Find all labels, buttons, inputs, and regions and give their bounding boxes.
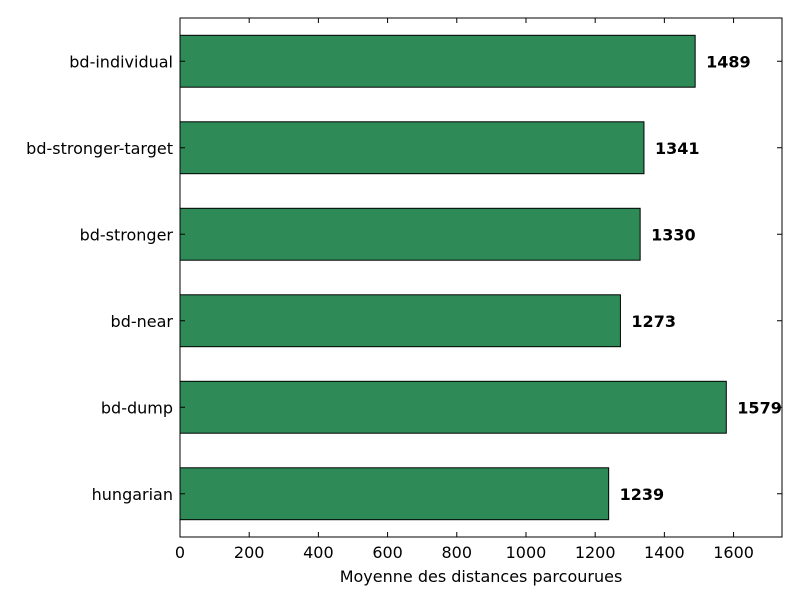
y-tick-label: bd-near — [111, 312, 174, 331]
bar-value-label: 1341 — [655, 139, 700, 158]
bar-bd-stronger — [179, 207, 641, 261]
y-tick-label: hungarian — [92, 485, 173, 504]
x-tick-label: 400 — [303, 543, 334, 562]
plot-frame — [179, 17, 783, 538]
x-tick-label: 800 — [442, 543, 473, 562]
x-tick-label: 1000 — [506, 543, 547, 562]
bars-layer — [179, 34, 727, 521]
labels-layer: bd-individual 1489 bd-stronger-target 1341 b… — [26, 52, 782, 562]
y-tick-label: bd-stronger-target — [26, 139, 173, 158]
x-tick-label: 1600 — [713, 543, 754, 562]
bar-value-label: 1273 — [631, 312, 676, 331]
bar-value-label: 1489 — [706, 52, 751, 71]
bar-value-label: 1330 — [651, 225, 696, 244]
x-axis-title: Moyenne des distances parcourues — [340, 567, 623, 586]
x-tick-label: 600 — [372, 543, 403, 562]
bar-bd-individual — [179, 34, 696, 88]
bar-hungarian — [179, 467, 610, 521]
bar-bd-dump — [179, 380, 727, 434]
bar-bd-stronger-target — [179, 121, 645, 175]
ticks-layer — [179, 18, 782, 537]
x-tick-label: 0 — [175, 543, 185, 562]
x-tick-label: 1200 — [575, 543, 616, 562]
bar-bd-near — [179, 294, 621, 348]
bar-value-label: 1239 — [620, 485, 665, 504]
y-tick-label: bd-dump — [101, 398, 173, 417]
y-tick-label: bd-stronger — [80, 225, 174, 244]
y-tick-label: bd-individual — [69, 52, 173, 71]
x-tick-label: 200 — [234, 543, 265, 562]
bar-value-label: 1579 — [737, 398, 782, 417]
x-tick-label: 1400 — [644, 543, 685, 562]
